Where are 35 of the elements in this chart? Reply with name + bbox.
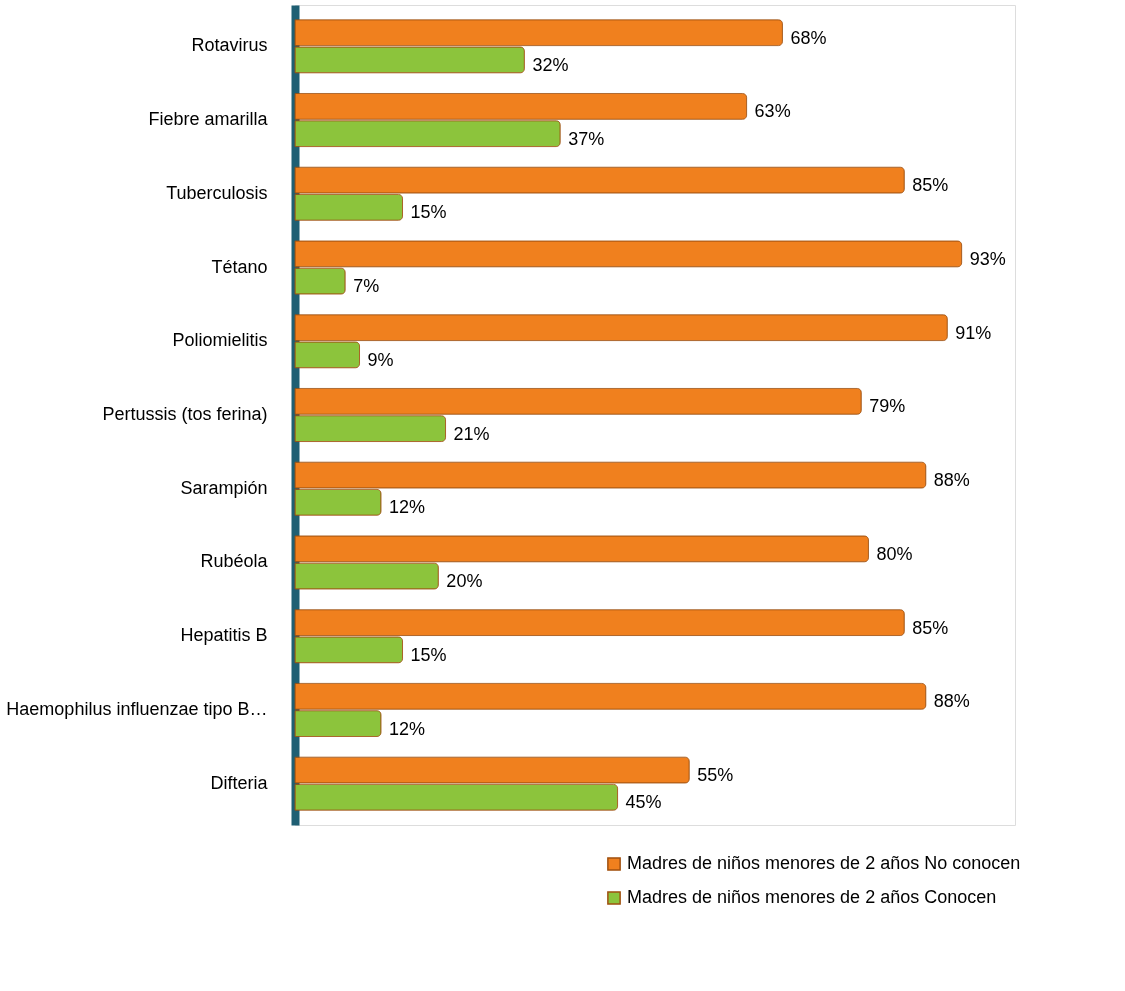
y-tick-label: Hepatitis B	[180, 625, 268, 646]
data-label: 15%	[410, 644, 447, 665]
y-tick-label: Pertussis (tos ferina)	[102, 404, 268, 424]
data-label: 15%	[410, 202, 447, 223]
y-tick-label: Fiebre amarilla	[148, 109, 269, 130]
data-label: 93%	[969, 248, 1006, 269]
data-label: 88%	[933, 691, 970, 712]
data-label: 9%	[367, 349, 394, 370]
y-tick-label: Rotavirus	[191, 35, 268, 56]
data-label: 79%	[869, 396, 906, 417]
data-label: 85%	[912, 175, 949, 196]
data-label: 21%	[453, 423, 490, 444]
y-tick-label: Tétano	[211, 256, 268, 277]
data-label: 12%	[389, 718, 426, 739]
data-label: 7%	[353, 276, 380, 297]
data-label: 37%	[568, 128, 605, 149]
legend-label: Madres de niños menores de 2 años Conocen	[627, 887, 997, 907]
data-label: 85%	[912, 617, 949, 638]
legend-label: Madres de niños menores de 2 años No conocen	[627, 853, 1021, 873]
data-label: 12%	[389, 497, 426, 518]
data-label: 32%	[532, 54, 569, 75]
data-label: 63%	[754, 101, 791, 122]
y-tick-label: Tuberculosis	[166, 182, 268, 203]
data-label: 20%	[446, 571, 483, 592]
data-label: 88%	[933, 470, 970, 491]
y-tick-label: Poliomielitis	[172, 330, 268, 351]
y-tick-label: Rubéola	[200, 551, 269, 572]
data-label: 91%	[955, 322, 992, 343]
data-label: 68%	[790, 27, 827, 48]
data-label: 45%	[625, 792, 662, 813]
data-label: 55%	[697, 765, 734, 786]
data-label: 80%	[876, 543, 913, 564]
y-tick-label: Haemophilus influenzae tipo B…	[6, 698, 268, 719]
y-tick-label: Difteria	[210, 772, 269, 793]
y-tick-label: Sarampión	[180, 477, 268, 498]
